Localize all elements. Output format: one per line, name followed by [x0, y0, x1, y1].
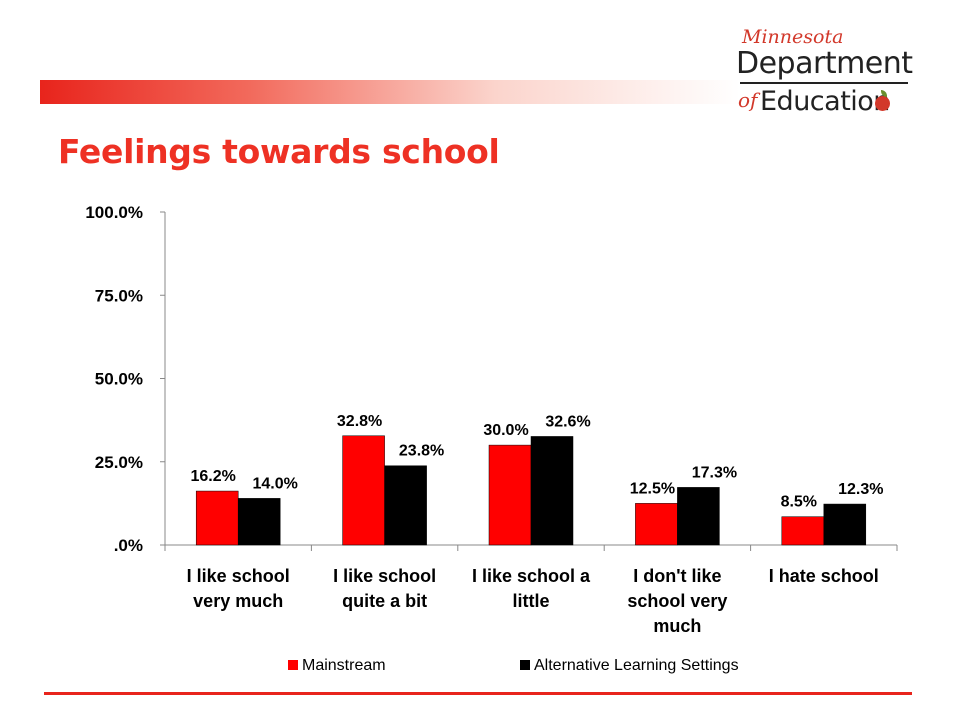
- x-category-label: little: [512, 591, 549, 611]
- data-label: 17.3%: [692, 464, 737, 481]
- y-tick-label: 100.0%: [85, 203, 143, 222]
- footer-line: [44, 692, 912, 695]
- logo-script-text: Minnesota: [742, 26, 844, 48]
- data-label: 16.2%: [191, 468, 236, 485]
- data-label: 30.0%: [483, 422, 528, 439]
- x-category-label: I hate school: [769, 566, 879, 586]
- apple-icon: [875, 96, 890, 111]
- logo-department-text: Department: [736, 46, 913, 81]
- data-label: 32.6%: [545, 413, 590, 430]
- bar: [635, 503, 678, 546]
- bar: [195, 490, 239, 546]
- x-category-label: school very: [627, 591, 727, 611]
- x-category-label: I don't like: [633, 566, 721, 586]
- x-category-label: quite a bit: [342, 591, 427, 611]
- x-category-label: I like school: [187, 566, 290, 586]
- y-tick-label: 75.0%: [95, 286, 143, 305]
- legend-label: Alternative Learning Settings: [534, 657, 739, 674]
- legend-swatch: [288, 660, 298, 670]
- bar: [677, 487, 720, 546]
- bar: [488, 444, 532, 546]
- legend-swatch: [520, 660, 530, 670]
- bar: [530, 436, 574, 546]
- bar: [781, 516, 825, 546]
- bar: [823, 503, 867, 546]
- x-category-label: I like school: [333, 566, 436, 586]
- logo-of-text: of: [738, 88, 758, 112]
- bar: [384, 465, 427, 546]
- x-category-label: very much: [193, 591, 283, 611]
- bar: [237, 498, 281, 546]
- data-label: 12.3%: [838, 481, 883, 498]
- x-category-label: much: [653, 616, 701, 636]
- data-label: 8.5%: [781, 494, 817, 511]
- data-label: 14.0%: [253, 475, 298, 492]
- header-gradient-bar: [40, 80, 740, 104]
- data-label: 23.8%: [399, 443, 444, 460]
- x-category-label: I like school a: [472, 566, 591, 586]
- logo-divider: [740, 82, 908, 84]
- bar: [342, 435, 385, 546]
- data-label: 12.5%: [630, 480, 675, 497]
- y-tick-label: 50.0%: [95, 370, 143, 389]
- mde-logo: Minnesota Department of Education: [730, 24, 920, 124]
- logo-education-text: Education: [760, 86, 890, 117]
- leaf-icon: [881, 90, 887, 97]
- y-tick-label: 25.0%: [95, 453, 143, 472]
- data-label: 32.8%: [337, 413, 382, 430]
- y-tick-label: .0%: [114, 536, 143, 555]
- slide-title: Feelings towards school: [58, 132, 500, 171]
- legend-label: Mainstream: [302, 657, 386, 674]
